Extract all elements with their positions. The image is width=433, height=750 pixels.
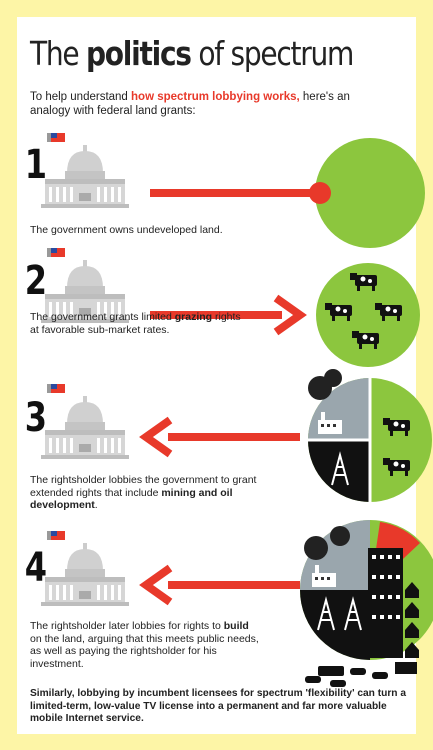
step-text: The government owns undeveloped land. <box>30 224 330 237</box>
plain-text: on the land, arguing that this meets pub… <box>30 633 259 670</box>
plain-text: . <box>95 499 98 511</box>
plain-text: The <box>30 34 86 73</box>
bold-text: build <box>224 620 249 632</box>
step-text: The rightsholder later lobbies for right… <box>30 620 262 670</box>
step-text: The government grants limited grazing ri… <box>30 311 242 336</box>
plain-text: To help understand <box>30 91 131 103</box>
plain-text: The rightsholder later lobbies for right… <box>30 620 224 632</box>
intro: To help understand how spectrum lobbying… <box>30 90 350 118</box>
bold-text: grazing <box>175 311 212 323</box>
highlight-text: how spectrum lobbying works, <box>131 91 300 103</box>
page: The politics of spectrum To help underst… <box>0 0 433 750</box>
plain-text: The government grants limited <box>30 311 175 323</box>
plain-text: The government owns undeveloped land. <box>30 224 223 236</box>
title: The politics of spectrum <box>30 34 353 73</box>
plain-text: of spectrum <box>191 34 353 73</box>
step-text: The rightsholder lobbies the government … <box>30 474 270 512</box>
bold-text: politics <box>86 34 191 73</box>
step-number: 3 <box>25 395 47 441</box>
step-number: 2 <box>25 258 47 304</box>
step-number: 1 <box>25 142 47 188</box>
step-number: 4 <box>25 545 47 591</box>
conclusion: Similarly, lobbying by incumbent license… <box>30 688 410 726</box>
